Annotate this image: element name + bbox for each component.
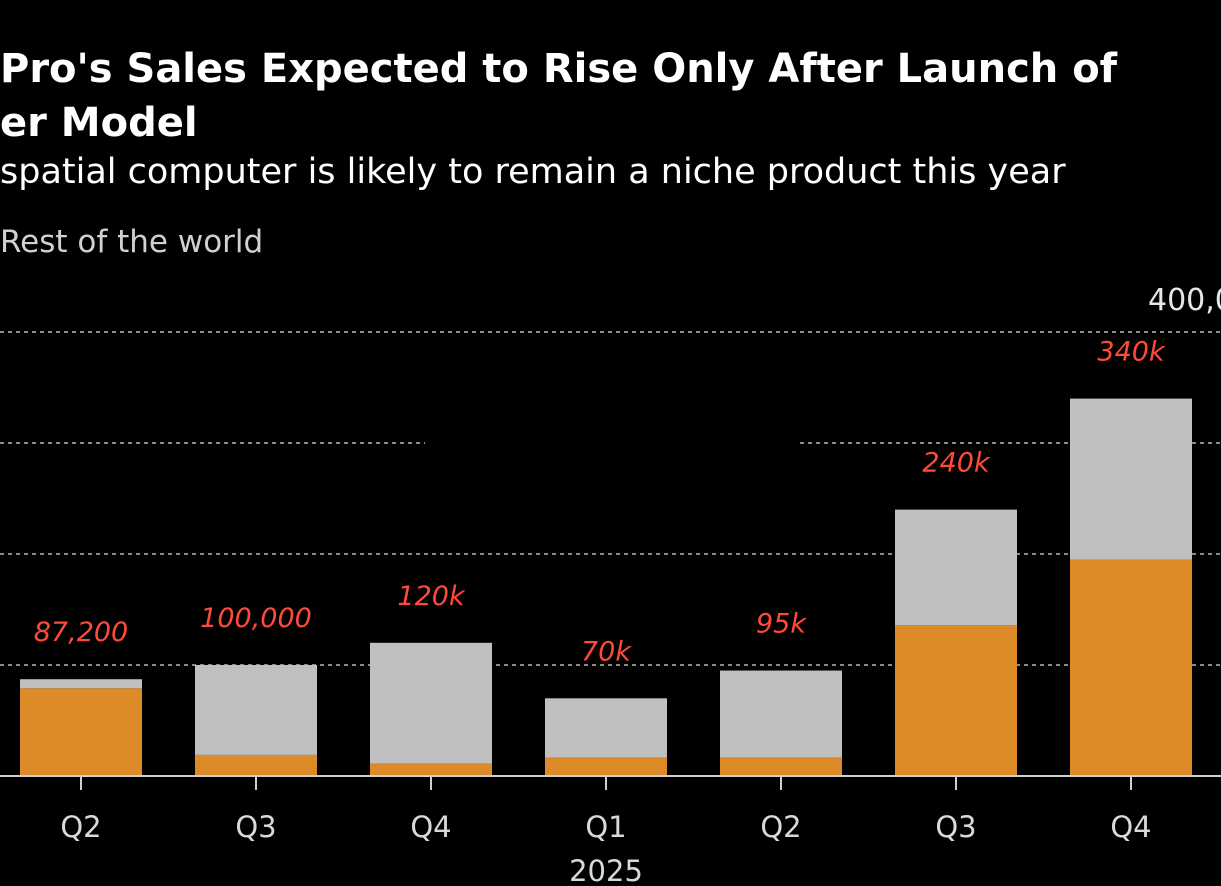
bar-total-label: 100,000 [200, 603, 312, 634]
bar-total-label: 120k [397, 581, 466, 612]
chart-title-line-2: er Model [0, 100, 198, 146]
x-tick-label: Q2 [760, 810, 801, 844]
x-tick-label: Q1 [585, 810, 626, 844]
chart-title: Pro's Sales Expected to Rise Only After … [0, 42, 1221, 150]
x-tick-label: Q2 [60, 810, 101, 844]
bar-segment-base [720, 757, 842, 776]
x-tick-label: Q4 [410, 810, 451, 844]
legend-rest-of-world: Rest of the world [0, 224, 264, 260]
bar-segment-rest-of-world [895, 509, 1017, 626]
bar-segment-base [1070, 559, 1192, 776]
bar-segment-rest-of-world [720, 670, 842, 758]
chart-subtitle: spatial computer is likely to remain a n… [0, 152, 1066, 192]
bar-segment-base [545, 757, 667, 776]
x-tick-label: Q3 [935, 810, 976, 844]
bar-segment-rest-of-world [370, 642, 492, 764]
bar-total-label: 70k [581, 636, 632, 667]
bar-segment-base [895, 625, 1017, 776]
bar-segment-rest-of-world [195, 665, 317, 755]
x-year-label: 2025 [569, 854, 643, 886]
bar-total-label: 87,200 [34, 617, 128, 648]
bar-segment-rest-of-world [1070, 398, 1192, 560]
bar-total-label: 240k [922, 448, 991, 479]
bar-segment-base [20, 688, 142, 776]
x-tick-label: Q3 [235, 810, 276, 844]
bar-segment-rest-of-world [545, 698, 667, 758]
chart-title-line-1: Pro's Sales Expected to Rise Only After … [0, 46, 1118, 92]
bar-segment-base [195, 754, 317, 776]
bar-segment-rest-of-world [20, 679, 142, 689]
y-tick-label-top: 400,0 [1148, 283, 1221, 318]
bar-segment-base [370, 763, 492, 776]
x-tick-label: Q4 [1110, 810, 1151, 844]
bar-total-label: 95k [756, 609, 807, 640]
bar-total-label: 340k [1097, 337, 1166, 368]
